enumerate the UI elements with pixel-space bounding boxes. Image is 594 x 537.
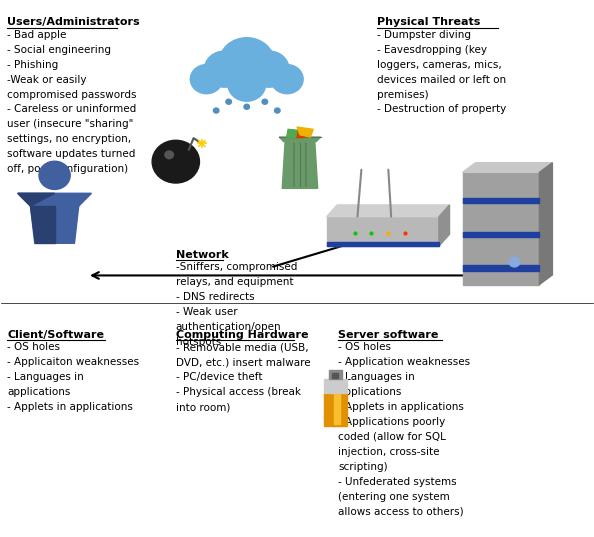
Text: Server software: Server software — [339, 330, 439, 340]
Text: -Sniffers, compromised: -Sniffers, compromised — [176, 262, 297, 272]
Text: (entering one system: (entering one system — [339, 492, 450, 502]
Text: - Careless or uninformed: - Careless or uninformed — [7, 105, 137, 114]
Circle shape — [274, 108, 280, 113]
Polygon shape — [327, 205, 450, 217]
Text: - Removable media (USB,: - Removable media (USB, — [176, 342, 308, 352]
Circle shape — [213, 108, 219, 113]
Polygon shape — [463, 172, 539, 285]
Text: off, poor configuration): off, poor configuration) — [7, 164, 128, 175]
Text: - Destruction of property: - Destruction of property — [377, 105, 506, 114]
Text: - Applicaiton weaknesses: - Applicaiton weaknesses — [7, 357, 140, 367]
Text: software updates turned: software updates turned — [7, 149, 135, 159]
Polygon shape — [439, 205, 450, 246]
Text: user (insecure "sharing": user (insecure "sharing" — [7, 119, 134, 129]
Text: -Weak or easily: -Weak or easily — [7, 75, 87, 84]
Polygon shape — [539, 163, 552, 285]
Circle shape — [249, 51, 289, 87]
Text: compromised passwords: compromised passwords — [7, 90, 137, 99]
Circle shape — [271, 64, 303, 94]
Text: scripting): scripting) — [339, 462, 388, 472]
Text: - Applications poorly: - Applications poorly — [339, 417, 446, 427]
Text: loggers, cameras, mics,: loggers, cameras, mics, — [377, 60, 501, 70]
Circle shape — [262, 99, 267, 104]
Text: - OS holes: - OS holes — [339, 342, 391, 352]
Text: applications: applications — [339, 387, 402, 397]
Text: allows access to others): allows access to others) — [339, 507, 464, 517]
Text: - OS holes: - OS holes — [7, 342, 61, 352]
Polygon shape — [279, 137, 321, 142]
Polygon shape — [282, 141, 318, 188]
Text: - Languages in: - Languages in — [339, 372, 415, 382]
Circle shape — [165, 151, 173, 158]
Text: - Unfederated systems: - Unfederated systems — [339, 477, 457, 487]
Text: premises): premises) — [377, 90, 428, 99]
Text: Physical Threats: Physical Threats — [377, 17, 480, 27]
Polygon shape — [463, 163, 552, 172]
Circle shape — [219, 38, 274, 88]
Text: applications: applications — [7, 387, 71, 397]
Polygon shape — [324, 379, 347, 393]
Polygon shape — [463, 231, 539, 237]
Circle shape — [204, 51, 245, 87]
Text: Computing Hardware: Computing Hardware — [176, 330, 308, 340]
Text: - Physical access (break: - Physical access (break — [176, 387, 301, 397]
Circle shape — [244, 104, 249, 109]
Text: Users/Administrators: Users/Administrators — [7, 17, 140, 27]
Text: - Dumpster diving: - Dumpster diving — [377, 30, 471, 40]
Text: DVD, etc.) insert malware: DVD, etc.) insert malware — [176, 357, 311, 367]
Polygon shape — [463, 198, 539, 203]
Polygon shape — [333, 373, 339, 378]
Polygon shape — [324, 393, 347, 425]
Text: - PC/device theft: - PC/device theft — [176, 372, 263, 382]
Polygon shape — [18, 193, 91, 206]
Circle shape — [228, 67, 266, 101]
Polygon shape — [290, 130, 307, 137]
Text: - DNS redirects: - DNS redirects — [176, 292, 254, 302]
Text: coded (allow for SQL: coded (allow for SQL — [339, 432, 446, 442]
Polygon shape — [329, 370, 342, 379]
Text: settings, no encryption,: settings, no encryption, — [7, 134, 131, 144]
Text: into room): into room) — [176, 402, 230, 412]
Polygon shape — [334, 394, 340, 424]
Circle shape — [152, 140, 200, 183]
Text: - Applets in applications: - Applets in applications — [7, 402, 133, 412]
Circle shape — [226, 99, 232, 104]
Text: - Social engineering: - Social engineering — [7, 45, 111, 55]
Polygon shape — [287, 129, 297, 137]
Circle shape — [190, 64, 223, 94]
Text: injection, cross-site: injection, cross-site — [339, 447, 440, 457]
Text: Client/Software: Client/Software — [7, 330, 105, 340]
Polygon shape — [30, 206, 55, 243]
Polygon shape — [297, 127, 313, 137]
Text: devices mailed or left on: devices mailed or left on — [377, 75, 506, 84]
Text: - Eavesdropping (key: - Eavesdropping (key — [377, 45, 487, 55]
Polygon shape — [18, 193, 55, 206]
Text: hotspots: hotspots — [176, 337, 221, 347]
Text: authentication/open: authentication/open — [176, 322, 282, 332]
Text: - Applets in applications: - Applets in applications — [339, 402, 465, 412]
Circle shape — [509, 257, 520, 267]
Polygon shape — [327, 217, 439, 246]
Text: - Weak user: - Weak user — [176, 307, 238, 317]
Text: - Languages in: - Languages in — [7, 372, 84, 382]
Text: Network: Network — [176, 250, 229, 260]
Circle shape — [39, 161, 70, 190]
Text: - Application weaknesses: - Application weaknesses — [339, 357, 470, 367]
Polygon shape — [327, 242, 439, 246]
Polygon shape — [463, 265, 539, 271]
Polygon shape — [296, 133, 304, 137]
Text: - Bad apple: - Bad apple — [7, 30, 67, 40]
Text: relays, and equipment: relays, and equipment — [176, 277, 293, 287]
Polygon shape — [30, 206, 79, 243]
Text: - Phishing: - Phishing — [7, 60, 59, 70]
